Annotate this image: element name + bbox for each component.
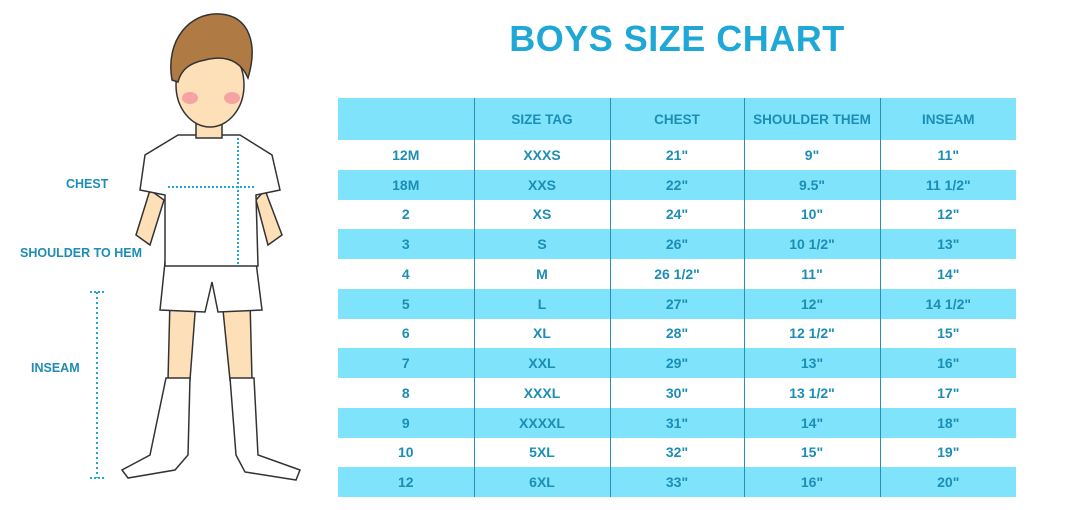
table-cell: 11 1/2" [879,169,1016,200]
table-cell: 28" [609,318,744,349]
table-row: 12 6XL 33" 16" 20" [338,467,1016,497]
table-cell: 11" [879,140,1016,170]
table-cell: 26 1/2" [609,259,744,289]
table-row: 7 XXL 29" 13" 16" [338,348,1016,378]
table-cell: 13" [743,348,880,378]
table-row: 4 M 26 1/2" 11" 14" [338,259,1016,289]
table-row: 12M XXXS 21" 9" 11" [338,140,1016,170]
table-row: 9 XXXXL 31" 14" 18" [338,407,1016,438]
table-cell: 18" [879,407,1016,438]
table-cell: XXXXL [473,407,610,438]
table-cell: 13 1/2" [743,378,880,408]
table-cell: 16" [743,467,880,497]
table-cell: 14" [743,407,880,438]
table-cell: S [473,229,610,259]
table-cell: 5 [338,288,474,319]
table-cell: 15" [879,318,1016,349]
table-cell: 2 [401,206,410,223]
table-cell: 13" [879,229,1016,259]
shoulder-to-hem-label: SHOULDER TO HEM [20,246,142,260]
table-row: 18M XXS 22" 9.5" 11 1/2" [338,169,1016,200]
boy-illustration [90,13,301,481]
table-cell: 29" [609,348,744,378]
table-cell: 32" [609,437,744,468]
column-header [338,98,474,140]
table-cell: XXL [473,348,610,378]
inseam-label: INSEAM [31,361,80,375]
table-cell: 33" [609,467,744,497]
column-header: SHOULDER THEM [743,98,880,140]
table-cell: 12M [392,146,420,163]
table-row: 2 XS 24" 10" 12" [338,199,1016,230]
table-cell: 10 [397,444,414,461]
table-cell: 6 [401,325,410,342]
page-title: BOYS SIZE CHART [509,18,845,59]
column-header: CHEST [609,98,744,140]
table-cell: 31" [609,407,744,438]
table-cell: XL [473,318,610,349]
table-cell: 8 [401,384,410,401]
table-cell: XS [473,199,610,230]
table-row: 5 L 27" 12" 14 1/2" [338,288,1016,319]
table-cell: 10 1/2" [743,229,880,259]
column-header: SIZE TAG [473,98,610,140]
table-cell: 22" [609,169,744,200]
table-cell: 21" [609,140,744,170]
table-cell: 9" [743,140,880,170]
table-cell: 16" [879,348,1016,378]
table-cell: 12 1/2" [743,318,880,349]
table-cell: 6XL [473,467,610,497]
table-cell: 12 [338,467,474,497]
table-header-row: SIZE TAG CHEST SHOULDER THEM INSEAM [338,98,1016,140]
table-cell: 19" [879,437,1016,468]
table-cell: 3 [338,229,474,259]
table-cell: 7 [338,348,474,378]
table-cell: XXXL [473,378,610,408]
table-cell: 14" [879,259,1016,289]
table-cell: 12" [743,288,880,319]
table-row: 8 XXXL 30" 13 1/2" 17" [338,378,1016,408]
table-row: 10 5XL 32" 15" 19" [338,437,1016,468]
table-row: 3 S 26" 10 1/2" 13" [338,229,1016,259]
table-cell: 18M [338,169,474,200]
column-header: INSEAM [879,98,1016,140]
table-cell: M [473,259,610,289]
chest-label: CHEST [66,177,109,191]
table-cell: 10" [743,199,880,230]
table-cell: 12" [879,199,1016,230]
table-row: 6 XL 28" 12 1/2" 15" [338,318,1016,349]
table-cell: 14 1/2" [879,288,1016,319]
table-cell: 27" [609,288,744,319]
table-cell: 4 [401,265,410,282]
table-cell: 11" [743,259,880,289]
table-cell: L [473,288,610,319]
table-cell: XXXS [473,140,610,170]
table-cell: 20" [879,467,1016,497]
table-cell: 15" [743,437,880,468]
table-cell: 17" [879,378,1016,408]
table-cell: 30" [609,378,744,408]
table-cell: XXS [473,169,610,200]
table-cell: 5XL [473,437,610,468]
size-table: SIZE TAG CHEST SHOULDER THEM INSEAM 12M XXXS… [338,98,1016,497]
table-cell: 9.5" [743,169,880,200]
table-cell: 9 [338,407,474,438]
table-cell: 26" [609,229,744,259]
table-cell: 24" [609,199,744,230]
